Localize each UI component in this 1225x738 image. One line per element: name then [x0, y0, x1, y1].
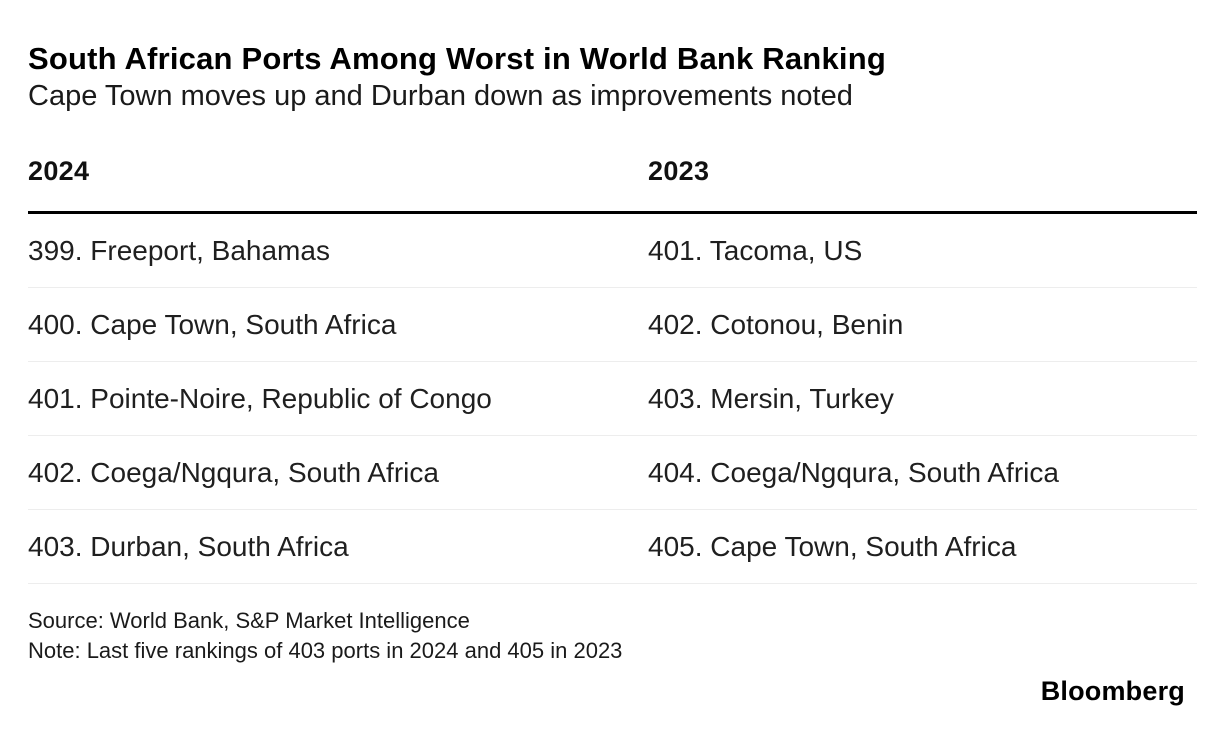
column-header-2023: 2023	[648, 156, 710, 186]
rank-2024: 401. Pointe-Noire, Republic of Congo	[28, 382, 492, 414]
header-rule	[28, 211, 1197, 214]
column-headers: 2024 2023	[28, 156, 1197, 186]
rank-2023: 404. Coega/Ngqura, South Africa	[648, 456, 1059, 488]
rank-2024: 402. Coega/Ngqura, South Africa	[28, 456, 439, 488]
page-title: South African Ports Among Worst in World…	[28, 41, 886, 76]
column-header-2024: 2024	[28, 156, 90, 186]
table-row: 402. Coega/Ngqura, South Africa 404. Coe…	[28, 436, 1197, 510]
rank-2024: 400. Cape Town, South Africa	[28, 308, 397, 340]
table-row: 399. Freeport, Bahamas 401. Tacoma, US	[28, 214, 1197, 288]
table-row: 401. Pointe-Noire, Republic of Congo 403…	[28, 362, 1197, 436]
page-subtitle: Cape Town moves up and Durban down as im…	[28, 80, 853, 112]
chart-container: South African Ports Among Worst in World…	[0, 40, 1225, 738]
rank-2023: 405. Cape Town, South Africa	[648, 530, 1017, 562]
rank-2023: 403. Mersin, Turkey	[648, 382, 894, 414]
bloomberg-logo: Bloomberg	[1040, 676, 1185, 706]
table-row: 403. Durban, South Africa 405. Cape Town…	[28, 510, 1197, 584]
rank-2023: 402. Cotonou, Benin	[648, 308, 904, 340]
rank-2024: 399. Freeport, Bahamas	[28, 234, 330, 266]
footer: Source: World Bank, S&P Market Intellige…	[28, 606, 1197, 666]
table-row: 400. Cape Town, South Africa 402. Cotono…	[28, 288, 1197, 362]
source-line: Source: World Bank, S&P Market Intellige…	[28, 608, 470, 633]
note-line: Note: Last five rankings of 403 ports in…	[28, 638, 623, 663]
ranking-table: 399. Freeport, Bahamas 401. Tacoma, US 4…	[28, 214, 1197, 584]
rank-2023: 401. Tacoma, US	[648, 234, 863, 266]
rank-2024: 403. Durban, South Africa	[28, 530, 349, 562]
